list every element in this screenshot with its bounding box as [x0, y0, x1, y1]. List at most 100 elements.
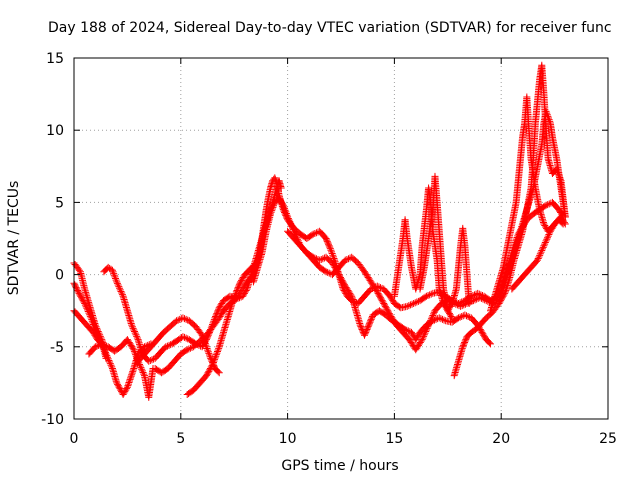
- data-point: [120, 389, 128, 397]
- data-point: [215, 344, 223, 352]
- data-point: [202, 343, 210, 351]
- data-point: [165, 341, 173, 349]
- data-point: [114, 380, 122, 388]
- data-point: [419, 334, 427, 342]
- data-point: [74, 286, 82, 294]
- data-point: [108, 363, 116, 371]
- data-point: [435, 314, 443, 322]
- data-point: [387, 312, 395, 320]
- data-point: [181, 333, 189, 341]
- data-point: [92, 333, 100, 341]
- data-point: [84, 306, 92, 314]
- data-point: [206, 366, 214, 374]
- data-point: [461, 311, 469, 319]
- data-point: [414, 297, 422, 305]
- data-point: [75, 266, 83, 274]
- data-point: [458, 302, 466, 310]
- data-point: [536, 251, 544, 259]
- data-point: [86, 311, 94, 319]
- data-point: [311, 229, 319, 237]
- data-point: [369, 281, 377, 289]
- data-point: [118, 289, 126, 297]
- data-point: [267, 210, 275, 218]
- data-point: [239, 292, 247, 300]
- data-point: [204, 369, 212, 377]
- data-point: [548, 224, 556, 232]
- data-point: [366, 276, 374, 284]
- data-point: [346, 289, 354, 297]
- data-point: [280, 203, 288, 211]
- data-point: [212, 351, 220, 359]
- data-point: [124, 337, 132, 345]
- data-point: [139, 368, 147, 376]
- data-point: [124, 380, 132, 388]
- data-point: [329, 260, 337, 268]
- data-point: [479, 295, 487, 303]
- data-point: [460, 340, 468, 348]
- data-point: [408, 300, 416, 308]
- data-point: [460, 301, 468, 309]
- data-point: [558, 219, 566, 227]
- data-point: [421, 329, 429, 337]
- data-point: [234, 284, 242, 292]
- data-point: [340, 281, 348, 289]
- data-point: [204, 348, 212, 356]
- data-point: [499, 292, 507, 300]
- data-point: [477, 327, 485, 335]
- data-point: [71, 282, 79, 290]
- data-point: [422, 326, 430, 334]
- x-tick-label: 15: [385, 431, 403, 447]
- data-point: [424, 292, 432, 300]
- data-point: [453, 315, 461, 323]
- data-point: [115, 283, 123, 291]
- data-point: [111, 275, 119, 283]
- data-point: [118, 291, 126, 299]
- data-point: [211, 355, 219, 363]
- y-tick-label: 0: [55, 268, 64, 284]
- data-point: [405, 302, 413, 310]
- data-point: [205, 351, 213, 359]
- data-point: [459, 341, 467, 349]
- data-point: [480, 331, 488, 339]
- data-point: [232, 290, 240, 298]
- data-point: [90, 330, 98, 338]
- data-point: [231, 293, 239, 301]
- data-point: [73, 285, 81, 293]
- data-point: [238, 275, 246, 283]
- data-point: [129, 344, 137, 352]
- data-point: [474, 289, 482, 297]
- data-point: [413, 298, 421, 306]
- data-point: [138, 365, 146, 373]
- data-point: [214, 346, 222, 354]
- data-point: [540, 220, 548, 228]
- data-point: [538, 245, 546, 253]
- data-point: [406, 301, 414, 309]
- data-point: [542, 237, 550, 245]
- data-point: [536, 250, 544, 258]
- data-point: [328, 248, 336, 256]
- data-point: [461, 338, 469, 346]
- data-point: [109, 268, 117, 276]
- data-point: [340, 279, 348, 287]
- data-point: [457, 302, 465, 310]
- data-point: [77, 292, 85, 300]
- data-point: [308, 231, 316, 239]
- data-point: [414, 343, 422, 351]
- data-point: [278, 200, 286, 208]
- data-point: [87, 314, 95, 322]
- data-point: [415, 341, 423, 349]
- data-point: [535, 253, 543, 261]
- data-point: [426, 318, 434, 326]
- data-point: [345, 288, 353, 296]
- data-point: [128, 321, 136, 329]
- data-point: [101, 341, 109, 349]
- x-axis-label: GPS time / hours: [281, 458, 398, 474]
- data-point: [413, 334, 421, 342]
- data-point: [420, 332, 428, 340]
- data-point: [79, 297, 87, 305]
- data-point: [388, 314, 396, 322]
- data-point: [430, 310, 438, 318]
- data-point: [186, 344, 194, 352]
- data-point: [324, 268, 332, 276]
- data-point: [146, 357, 154, 365]
